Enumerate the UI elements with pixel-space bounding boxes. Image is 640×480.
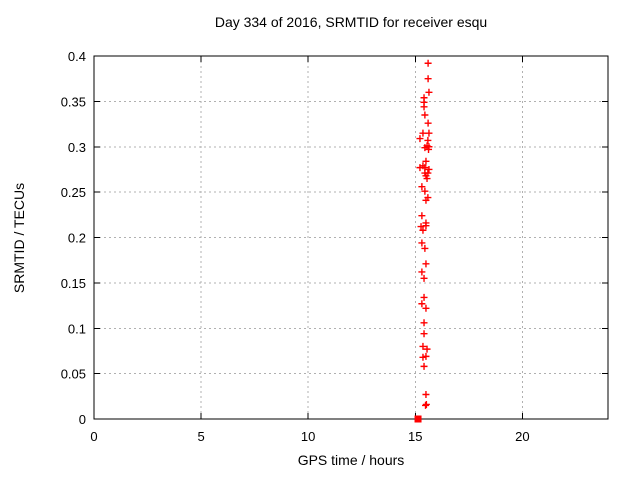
data-point bbox=[422, 400, 430, 408]
data-point bbox=[417, 223, 425, 231]
y-axis-label: SRMTID / TECUs bbox=[11, 182, 27, 294]
y-tick-label: 0.2 bbox=[68, 231, 86, 246]
data-point bbox=[420, 330, 428, 338]
data-point bbox=[421, 187, 429, 195]
y-tick-label: 0.35 bbox=[61, 94, 86, 109]
y-tick-label: 0.05 bbox=[61, 367, 86, 382]
x-tick-label: 10 bbox=[301, 429, 315, 444]
data-point bbox=[420, 103, 428, 111]
data-point bbox=[420, 274, 428, 282]
data-point bbox=[424, 59, 432, 67]
data-point bbox=[422, 304, 430, 312]
data-point bbox=[421, 111, 429, 119]
x-tick-label: 5 bbox=[197, 429, 204, 444]
y-tick-label: 0.1 bbox=[68, 321, 86, 336]
y-tick-label: 0.3 bbox=[68, 140, 86, 155]
data-point bbox=[422, 157, 430, 165]
data-point bbox=[424, 75, 432, 83]
data-point bbox=[414, 415, 422, 423]
data-point bbox=[422, 401, 430, 409]
data-point bbox=[422, 390, 430, 398]
x-tick-label: 20 bbox=[515, 429, 529, 444]
data-point bbox=[418, 183, 426, 191]
data-point bbox=[425, 88, 433, 96]
data-point bbox=[419, 342, 427, 350]
y-tick-label: 0.15 bbox=[61, 276, 86, 291]
data-point bbox=[421, 244, 429, 252]
y-tick-label: 0.4 bbox=[68, 49, 86, 64]
data-point bbox=[416, 135, 424, 143]
data-point bbox=[420, 362, 428, 370]
data-point bbox=[418, 239, 426, 247]
data-point bbox=[424, 119, 432, 127]
y-tick-label: 0.25 bbox=[61, 185, 86, 200]
data-point bbox=[423, 345, 431, 353]
x-tick-label: 15 bbox=[408, 429, 422, 444]
data-point bbox=[422, 260, 430, 268]
data-point bbox=[418, 212, 426, 220]
data-point bbox=[424, 136, 432, 144]
data-point bbox=[418, 268, 426, 276]
data-point bbox=[422, 222, 430, 230]
chart-title: Day 334 of 2016, SRMTID for receiver esq… bbox=[214, 14, 488, 30]
x-axis-label: GPS time / hours bbox=[297, 452, 405, 468]
data-point bbox=[421, 144, 429, 152]
data-point bbox=[425, 129, 433, 137]
data-point bbox=[425, 165, 433, 173]
data-point bbox=[422, 196, 430, 204]
data-point bbox=[419, 129, 427, 137]
data-point bbox=[425, 145, 433, 153]
data-point bbox=[420, 293, 428, 301]
data-point bbox=[419, 353, 427, 361]
data-point bbox=[420, 319, 428, 327]
data-point bbox=[418, 300, 426, 308]
data-point bbox=[423, 175, 431, 183]
data-point bbox=[419, 226, 427, 234]
x-tick-label: 0 bbox=[90, 429, 97, 444]
y-tick-label: 0 bbox=[79, 412, 86, 427]
